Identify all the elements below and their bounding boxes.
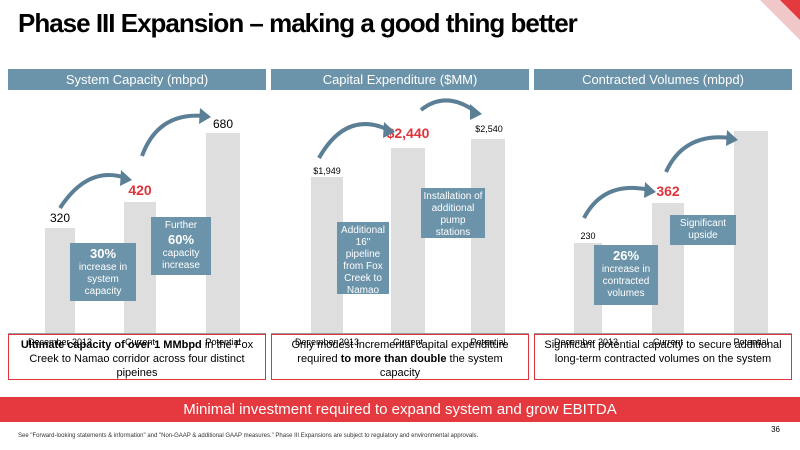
key-message-banner: Minimal investment required to expand sy… — [0, 397, 800, 422]
x-tick-label: Potential — [470, 337, 506, 347]
callout-text: capacity increase — [162, 248, 200, 271]
growth-arrow-icon — [58, 108, 211, 210]
callout-additional-pipeline: Additional 16" pipeline from Fox Creek t… — [337, 222, 389, 296]
value-label: 420 — [128, 182, 152, 198]
callout-text: increase in contracted volumes — [601, 264, 651, 299]
panel-header: Capital Expenditure ($MM) — [271, 69, 529, 90]
callout-pre-text: Further — [164, 220, 198, 231]
growth-arrow-icon — [317, 98, 482, 159]
x-tick-label: Potential — [205, 337, 241, 347]
x-tick-label: Potential — [733, 337, 769, 347]
callout-percent: 30% — [89, 246, 117, 261]
value-label: $2,440 — [386, 125, 430, 141]
capital-expenditure-chart: $1,949 $2,440 $2,540 Additional 16" pipe… — [271, 90, 529, 347]
callout-text: increase in system capacity — [78, 262, 128, 297]
callout-contracted-increase: 26% increase in contracted volumes — [594, 245, 658, 305]
x-tick-label: Current — [124, 337, 155, 347]
summary-text: Significant potential capacity to secure… — [544, 339, 782, 365]
summary-system-capacity: Ultimate capacity of over 1 MMbpd in the… — [8, 334, 266, 380]
callout-further-increase: Further 60% capacity increase — [151, 217, 211, 275]
system-capacity-panel: System Capacity (mbpd) 320 420 680 30% i… — [8, 69, 266, 347]
system-capacity-chart: 320 420 680 30% increase in system capac… — [8, 90, 266, 347]
capital-expenditure-panel: Capital Expenditure ($MM) $1,949 $2,440 … — [271, 69, 529, 347]
panel-header: Contracted Volumes (mbpd) — [534, 69, 792, 90]
panel-header: System Capacity (mbpd) — [8, 69, 266, 90]
callout-percent: 60% — [167, 232, 195, 247]
summary-bold: to more than double — [340, 353, 447, 365]
callout-text: Additional 16" pipeline from Fox Creek t… — [341, 225, 385, 296]
summary-contracted-volumes: Significant potential capacity to secure… — [534, 334, 792, 380]
value-label: $2,540 — [475, 124, 503, 134]
value-label: $1,949 — [313, 166, 341, 176]
contracted-volumes-panel: Contracted Volumes (mbpd) 230 362 26% in… — [534, 69, 792, 347]
x-tick-label: December 2013 — [294, 337, 360, 347]
callout-text: Installation of additional pump stations — [423, 191, 483, 238]
callout-pump-stations: Installation of additional pump stations — [421, 188, 485, 238]
x-axis — [8, 333, 266, 334]
bar-potential — [734, 131, 768, 333]
x-axis — [271, 333, 529, 334]
corner-decoration — [760, 0, 800, 40]
page-title: Phase III Expansion – making a good thin… — [18, 8, 578, 38]
callout-capacity-increase: 30% increase in system capacity — [70, 243, 136, 301]
bar-current — [391, 148, 425, 333]
summary-text: in the Fox Creek to Namao corridor acros… — [29, 339, 254, 379]
bar-potential — [206, 133, 240, 333]
callout-percent: 26% — [612, 248, 640, 263]
x-axis — [534, 333, 792, 334]
value-label: 320 — [49, 211, 71, 225]
value-label: 362 — [656, 183, 680, 199]
value-label: 230 — [580, 231, 596, 241]
x-tick-label: Current — [392, 337, 423, 347]
x-tick-label: Current — [652, 337, 683, 347]
value-label: 680 — [212, 117, 234, 131]
summary-text: the system capacity — [379, 353, 503, 379]
page-number: 36 — [771, 425, 780, 434]
callout-text: Significant upside — [679, 218, 727, 241]
summary-capital-expenditure: Only modest incremental capital expendit… — [271, 334, 529, 380]
summary-bold: Ultimate capacity of over 1 MMbpd — [20, 339, 202, 351]
growth-arrow-icon — [582, 130, 738, 219]
summary-text: Only modest incremental capital expendit… — [291, 339, 509, 365]
x-tick-label: December 2013 — [27, 337, 93, 347]
callout-significant-upside: Significant upside — [670, 215, 736, 245]
contracted-volumes-chart: 230 362 26% increase in contracted volum… — [534, 90, 792, 347]
x-tick-label: December 2013 — [553, 337, 619, 347]
footnote: See "Forward-looking statements & inform… — [18, 433, 479, 439]
